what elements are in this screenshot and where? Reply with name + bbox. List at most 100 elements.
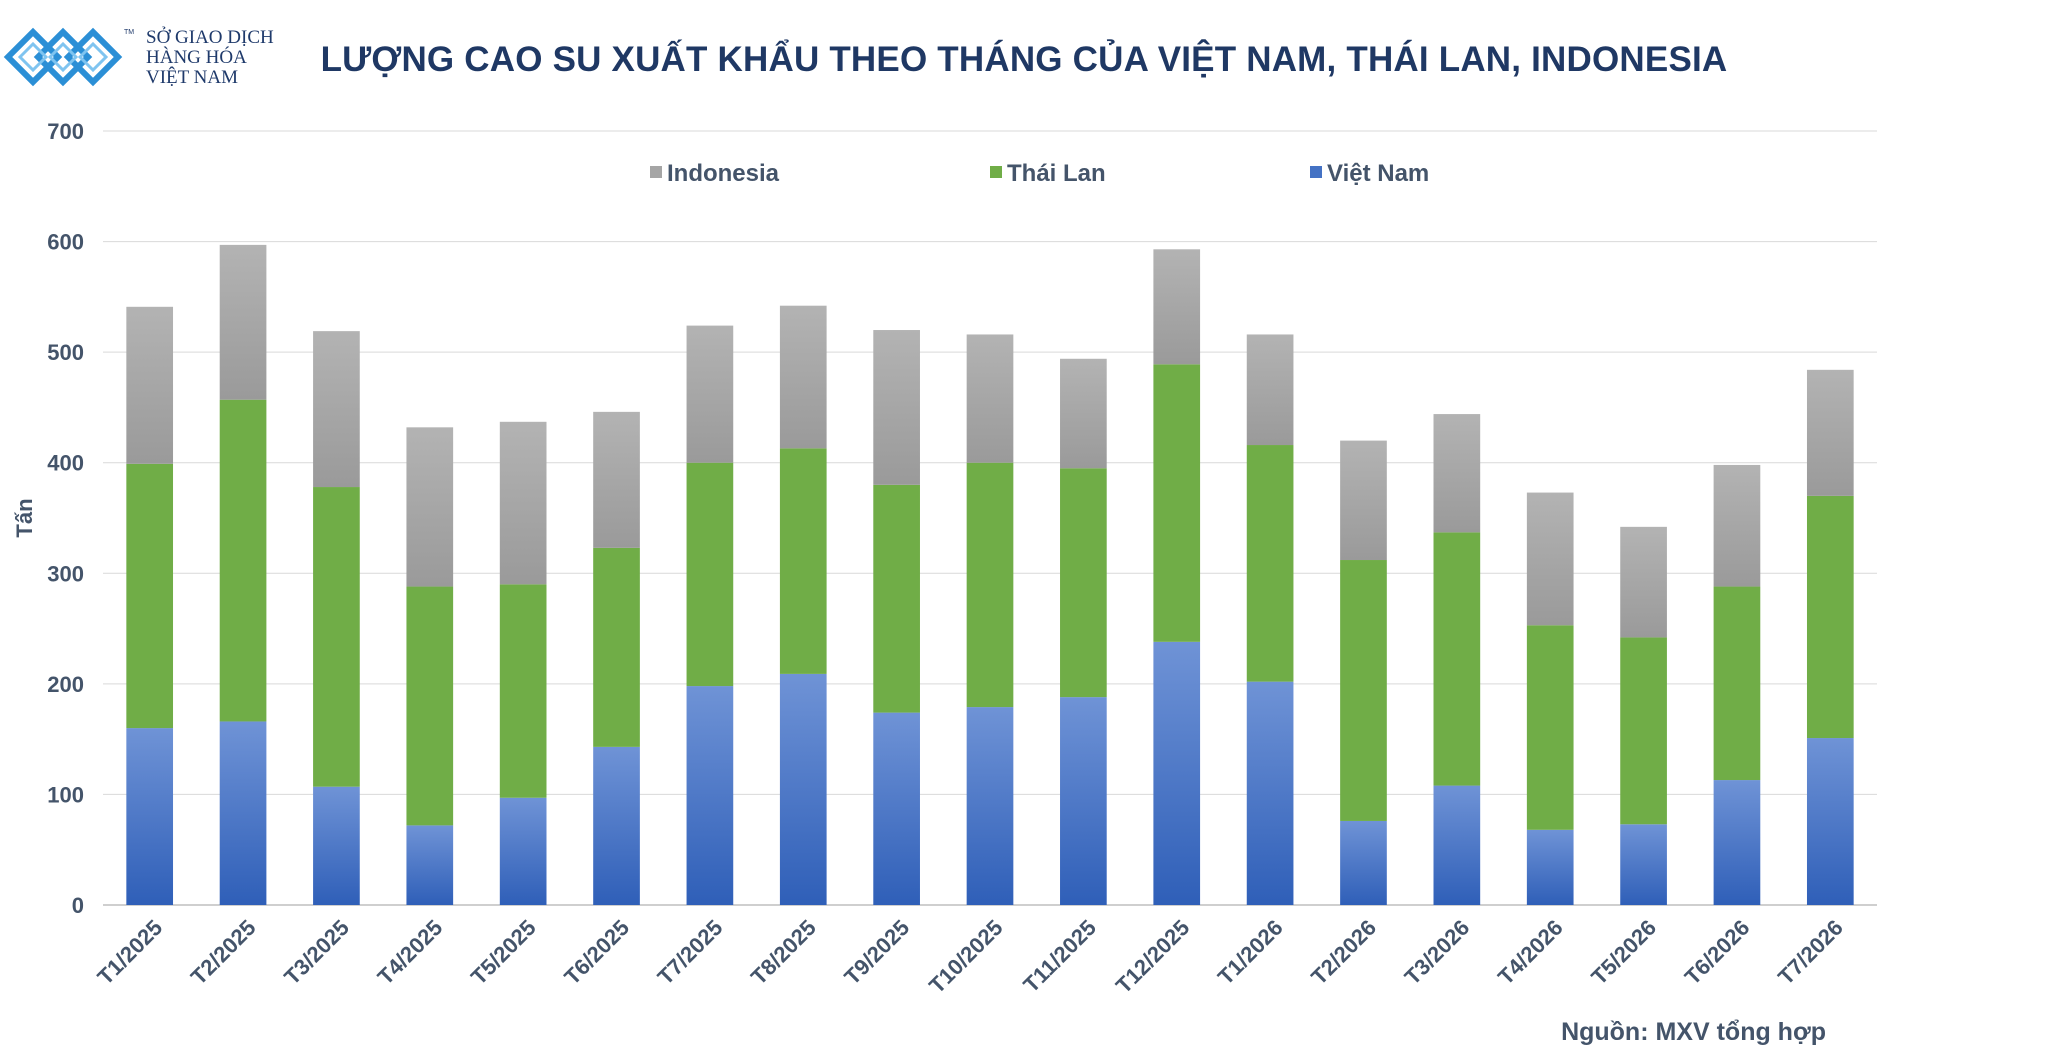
bar-thái-lan-T3-2026 bbox=[1433, 532, 1481, 786]
y-tick-label: 200 bbox=[47, 672, 84, 697]
bar-indonesia-T11-2025 bbox=[1060, 358, 1107, 469]
x-tick-label: T5/2026 bbox=[1586, 915, 1661, 990]
bar-indonesia-T6-2026 bbox=[1713, 464, 1761, 587]
bar-việt-nam-T3-2026 bbox=[1433, 785, 1481, 905]
bar-việt-nam-T1-2025 bbox=[126, 728, 174, 905]
bar-indonesia-T5-2026 bbox=[1620, 526, 1667, 638]
bar-việt-nam-T7-2026 bbox=[1806, 738, 1854, 905]
bar-việt-nam-T11-2025 bbox=[1060, 697, 1107, 905]
x-tick-label: T10/2025 bbox=[924, 915, 1007, 998]
bar-việt-nam-T6-2026 bbox=[1713, 780, 1761, 905]
x-tick-label: T8/2025 bbox=[746, 915, 821, 990]
y-tick-label: 700 bbox=[47, 119, 84, 144]
bar-thái-lan-T1-2025 bbox=[126, 463, 174, 729]
logo-line-1: SỞ GIAO DỊCH bbox=[146, 27, 274, 48]
bar-thái-lan-T2-2025 bbox=[219, 399, 267, 722]
x-tick-label: T4/2026 bbox=[1493, 915, 1568, 990]
legend-label: Indonesia bbox=[667, 160, 780, 187]
x-tick-label: T2/2025 bbox=[186, 915, 261, 990]
bar-indonesia-T5-2025 bbox=[499, 421, 547, 585]
y-tick-label: 300 bbox=[47, 561, 84, 586]
y-tick-label: 400 bbox=[47, 451, 84, 476]
bar-indonesia-T3-2026 bbox=[1433, 414, 1481, 533]
bar-indonesia-T10-2025 bbox=[966, 334, 1014, 463]
bar-thái-lan-T3-2025 bbox=[313, 487, 360, 787]
bar-việt-nam-T5-2026 bbox=[1620, 824, 1667, 905]
chart-title: LƯỢNG CAO SU XUẤT KHẨU THEO THÁNG CỦA VI… bbox=[320, 40, 1728, 79]
bar-thái-lan-T8-2025 bbox=[779, 448, 827, 674]
legend: Indonesia Thái Lan Việt Nam bbox=[650, 160, 1429, 187]
x-tick-label: T12/2025 bbox=[1111, 915, 1194, 998]
bar-thái-lan-T5-2026 bbox=[1620, 637, 1667, 825]
x-tick-label: T6/2026 bbox=[1680, 915, 1755, 990]
bar-việt-nam-T7-2025 bbox=[686, 686, 734, 905]
bar-thái-lan-T5-2025 bbox=[499, 584, 547, 798]
y-tick-label: 0 bbox=[72, 893, 84, 918]
x-tick-label: T1/2025 bbox=[92, 915, 167, 990]
bar-thái-lan-T6-2026 bbox=[1713, 586, 1761, 781]
x-tick-label: T3/2026 bbox=[1400, 915, 1475, 990]
bar-việt-nam-T12-2025 bbox=[1153, 641, 1201, 905]
bar-indonesia-T3-2025 bbox=[313, 331, 360, 488]
x-axis-ticks: T1/2025 T2/2025 T3/2025 T4/2025 T5/2025 T6/20… bbox=[92, 915, 1847, 998]
y-axis-ticks: 0 100 200 300 400 500 600 700 bbox=[47, 119, 84, 918]
x-tick-label: T4/2025 bbox=[373, 915, 448, 990]
bar-việt-nam-T4-2025 bbox=[406, 825, 454, 905]
bar-thái-lan-T4-2026 bbox=[1526, 625, 1574, 830]
bar-việt-nam-T2-2025 bbox=[219, 721, 267, 905]
bar-indonesia-T1-2026 bbox=[1246, 334, 1294, 446]
bar-thái-lan-T11-2025 bbox=[1060, 468, 1107, 698]
logo-line-3: VIỆT NAM bbox=[146, 67, 239, 88]
bar-indonesia-T1-2025 bbox=[126, 306, 174, 464]
y-tick-label: 600 bbox=[47, 230, 84, 255]
x-tick-label: T6/2025 bbox=[559, 915, 634, 990]
bar-việt-nam-T2-2026 bbox=[1340, 820, 1387, 905]
bars bbox=[126, 244, 1854, 905]
bar-việt-nam-T9-2025 bbox=[873, 712, 920, 905]
bar-indonesia-T6-2025 bbox=[593, 411, 640, 548]
x-tick-label: T7/2026 bbox=[1773, 915, 1848, 990]
logo: TM SỞ GIAO DỊCH HÀNG HÓA VIỆT NAM bbox=[0, 22, 280, 102]
bar-indonesia-T2-2025 bbox=[219, 244, 267, 400]
bar-thái-lan-T1-2026 bbox=[1246, 445, 1294, 682]
bar-thái-lan-T12-2025 bbox=[1153, 364, 1201, 642]
x-tick-label: T5/2025 bbox=[466, 915, 541, 990]
trademark-label: TM bbox=[124, 29, 135, 36]
bar-indonesia-T2-2026 bbox=[1340, 440, 1387, 561]
bar-indonesia-T4-2026 bbox=[1526, 492, 1574, 626]
logo-mark-icon bbox=[3, 27, 123, 87]
bar-thái-lan-T7-2026 bbox=[1806, 495, 1854, 739]
bar-việt-nam-T10-2025 bbox=[966, 707, 1014, 905]
x-tick-label: T2/2026 bbox=[1306, 915, 1381, 990]
bar-thái-lan-T2-2026 bbox=[1340, 560, 1387, 821]
bar-thái-lan-T4-2025 bbox=[406, 586, 454, 826]
x-tick-label: T3/2025 bbox=[279, 915, 354, 990]
y-axis-label: Tấn bbox=[12, 498, 37, 537]
logo-text: SỞ GIAO DỊCH HÀNG HÓA VIỆT NAM bbox=[146, 28, 274, 88]
bar-indonesia-T9-2025 bbox=[873, 330, 920, 485]
x-tick-label: T11/2025 bbox=[1018, 915, 1101, 998]
bar-việt-nam-T4-2026 bbox=[1526, 829, 1574, 905]
legend-swatch bbox=[1310, 166, 1322, 178]
legend-label: Thái Lan bbox=[1007, 160, 1106, 187]
bar-việt-nam-T8-2025 bbox=[779, 673, 827, 905]
source-note: Nguồn: MXV tổng hợp bbox=[1561, 1018, 1826, 1046]
bar-thái-lan-T9-2025 bbox=[873, 484, 920, 713]
bar-việt-nam-T6-2025 bbox=[593, 746, 640, 905]
bar-việt-nam-T1-2026 bbox=[1246, 681, 1294, 905]
x-tick-label: T9/2025 bbox=[839, 915, 914, 990]
legend-label: Việt Nam bbox=[1327, 160, 1429, 187]
bar-indonesia-T8-2025 bbox=[779, 305, 827, 449]
bar-thái-lan-T6-2025 bbox=[593, 547, 640, 747]
bar-việt-nam-T5-2025 bbox=[499, 797, 547, 905]
bar-việt-nam-T3-2025 bbox=[313, 786, 360, 905]
y-tick-label: 500 bbox=[47, 340, 84, 365]
x-tick-label: T7/2025 bbox=[653, 915, 728, 990]
bar-indonesia-T7-2026 bbox=[1806, 369, 1854, 496]
bar-thái-lan-T10-2025 bbox=[966, 462, 1014, 708]
bar-indonesia-T7-2025 bbox=[686, 325, 734, 463]
bar-indonesia-T12-2025 bbox=[1153, 249, 1201, 365]
legend-swatch bbox=[650, 166, 662, 178]
bar-thái-lan-T7-2025 bbox=[686, 462, 734, 687]
